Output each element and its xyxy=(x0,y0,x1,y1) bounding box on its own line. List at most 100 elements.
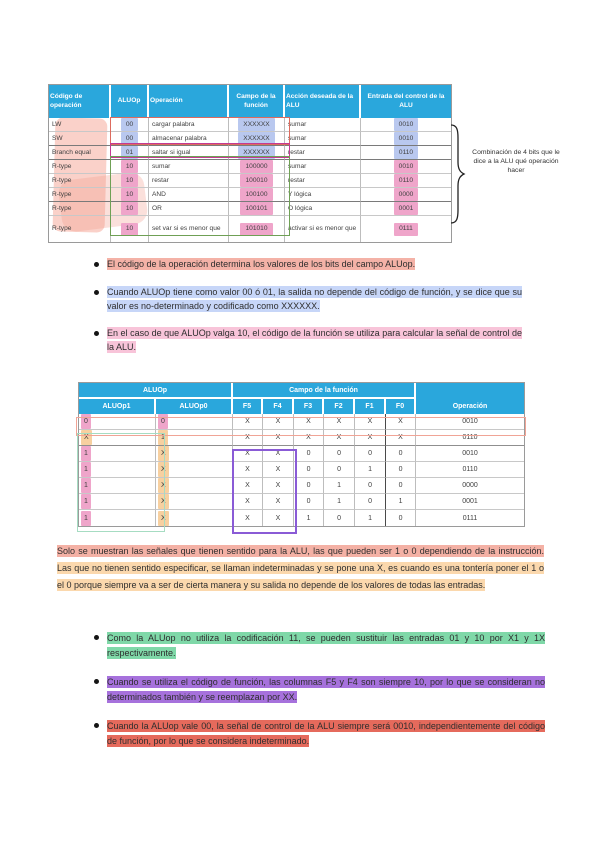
bullet-item: En el caso de que ALUOp valga 10, el cód… xyxy=(88,327,522,355)
table1-header-cell: Código de operación xyxy=(49,85,111,118)
table1-cell: 0110 xyxy=(361,146,451,160)
bullet-text: El código de la operación determina los … xyxy=(107,258,522,272)
table1-cell: 0010 xyxy=(361,132,451,146)
table1-cell: LW xyxy=(49,118,111,132)
table2-cell: 0 xyxy=(324,462,356,478)
table1-cell: sumar xyxy=(285,132,361,146)
table1-cell: cargar palabra xyxy=(149,118,229,132)
table2-row: 1 X X X 1 0 1 0 0111 xyxy=(79,510,524,526)
table1-header-cell: Entrada del control de la ALU xyxy=(361,85,451,118)
bullet-dot-icon xyxy=(94,723,99,728)
bullet-item: Como la ALUop no utiliza la codificación… xyxy=(88,631,545,661)
table2-cell: 0 xyxy=(386,510,417,526)
bullet-item: Cuando ALUOp tiene como valor 00 ó 01, l… xyxy=(88,285,522,314)
table2-row: 1 X X X 0 0 0 0 0010 xyxy=(79,446,525,462)
table1-header-cell: ALUOp xyxy=(111,85,149,118)
bullet-list-top: El código de la operación determina los … xyxy=(88,258,522,369)
table2-row: 0 0 X X X X X X 0010 xyxy=(79,414,525,430)
table2-cell: X xyxy=(79,430,156,446)
table1-cell: 10 xyxy=(111,174,149,188)
table2-row: 1 X X X 0 0 1 0 0110 xyxy=(79,462,525,478)
table1-cell: R-type xyxy=(49,188,111,202)
table2-header-cell: F3 xyxy=(294,399,325,414)
table2-cell: 0 xyxy=(294,494,325,510)
table2-row: X 1 X X X X X X 0110 xyxy=(79,430,525,446)
brace-annotation-text: Combinación de 4 bits que le dice a la A… xyxy=(460,148,572,175)
table2-row: 1 X X X 0 1 0 1 0001 xyxy=(79,494,525,510)
table1-cell: 00 xyxy=(111,132,149,146)
table2-cell: X xyxy=(355,414,387,430)
highlighted-value: 01 xyxy=(120,146,139,159)
table1-cell: set var si es menor que xyxy=(149,216,229,242)
table2-cell: 1 xyxy=(355,462,387,478)
table1-cell: restar xyxy=(149,174,229,188)
table2-cell: 1 xyxy=(79,462,156,478)
table2-cell: 1 xyxy=(294,510,325,526)
table2-cell: 0 xyxy=(294,446,325,462)
highlighted-value: 100101 xyxy=(240,202,273,215)
table2-cell: 0 xyxy=(355,478,387,494)
table1-cell: sumar xyxy=(285,118,361,132)
highlighted-value: XXXXXX xyxy=(238,118,275,131)
table1-cell: XXXXXX xyxy=(229,118,285,132)
table1-cell: 0000 xyxy=(361,188,451,202)
highlighted-value: 100010 xyxy=(240,174,273,187)
table2-cell: 0 xyxy=(294,478,325,494)
bullet-dot-icon xyxy=(94,331,99,337)
table2-cell: X xyxy=(263,510,295,526)
table2-cell: X xyxy=(156,446,234,462)
highlighted-value: 0110 xyxy=(393,146,419,159)
table2-cell: 0111 xyxy=(462,514,478,522)
table1-cell: restar xyxy=(285,146,361,160)
highlighted-text: El código de la operación determina los … xyxy=(107,258,416,270)
highlighted-text: Cuando ALUOp tiene como valor 00 ó 01, l… xyxy=(107,285,522,312)
table2-cell: 1 xyxy=(79,446,156,462)
table2-cell: X xyxy=(355,430,387,446)
highlighted-value: 00 xyxy=(120,118,139,131)
table2-cell: 0 xyxy=(324,446,356,462)
table2-header-cell: ALUOp1 xyxy=(79,399,156,414)
table1-header-row: Código de operación ALUOp Operación Campo d… xyxy=(49,85,451,118)
explanation-paragraph: Solo se muestran las señales que tienen … xyxy=(57,543,544,593)
table1-cell: 0010 xyxy=(361,160,451,174)
table2-cell: X xyxy=(294,430,325,446)
highlighted-value: 0110 xyxy=(393,174,419,187)
highlighted-value: 0 xyxy=(158,414,168,429)
table1-header-cell: Operación xyxy=(149,85,229,118)
table1-cell: R-type xyxy=(49,216,111,242)
table2-header-cell: F4 xyxy=(263,399,295,414)
table1-cell: restar xyxy=(285,174,361,188)
table1-row: R-type 10 OR 100101 O lógica 0001 xyxy=(49,202,451,216)
table1-cell: OR xyxy=(149,202,229,216)
highlighted-value: XXXXXX xyxy=(238,146,275,159)
highlighted-text: Cuando se utiliza el código de función, … xyxy=(107,676,545,703)
highlighted-value: XXXXXX xyxy=(238,132,275,145)
table2-cell: X xyxy=(156,462,234,478)
bullet-dot-icon xyxy=(94,289,99,295)
table2-header-cell: F1 xyxy=(355,399,387,414)
table2-group-header-cell xyxy=(416,383,525,399)
annotation-line: Combinación de 4 bits que le xyxy=(472,149,560,156)
highlighted-value: 10 xyxy=(120,222,139,236)
annotation-line: dice a la ALU qué operación xyxy=(473,158,559,165)
table1-cell: sumar xyxy=(285,160,361,174)
table2-cell: 1 xyxy=(79,510,156,526)
bullet-text: En el caso de que ALUOp valga 10, el cód… xyxy=(107,327,522,355)
highlighted-value: X xyxy=(81,430,92,445)
table2-cell: 0 xyxy=(79,414,156,430)
highlighted-value: 0001 xyxy=(393,202,419,215)
table2-cell: X xyxy=(263,414,295,430)
bullet-list-bottom: Como la ALUop no utiliza la codificación… xyxy=(88,631,545,763)
table1-row: Branch equal 01 saltar si igual XXXXXX resta… xyxy=(49,146,451,160)
bullet-item: El código de la operación determina los … xyxy=(88,258,522,272)
table2-cell: X xyxy=(324,414,356,430)
table2-cell: 1 xyxy=(386,494,417,510)
table1-cell: 10 xyxy=(111,202,149,216)
table2-group-header-cell: Campo de la función xyxy=(233,383,417,399)
table1-row: R-type 10 set var si es menor que 101010 act… xyxy=(49,216,451,242)
table2-cell: X xyxy=(233,510,264,526)
table2-cell: 1 xyxy=(79,494,156,510)
table1-cell: Y lógica xyxy=(285,188,361,202)
table2-cell: X xyxy=(294,414,325,430)
